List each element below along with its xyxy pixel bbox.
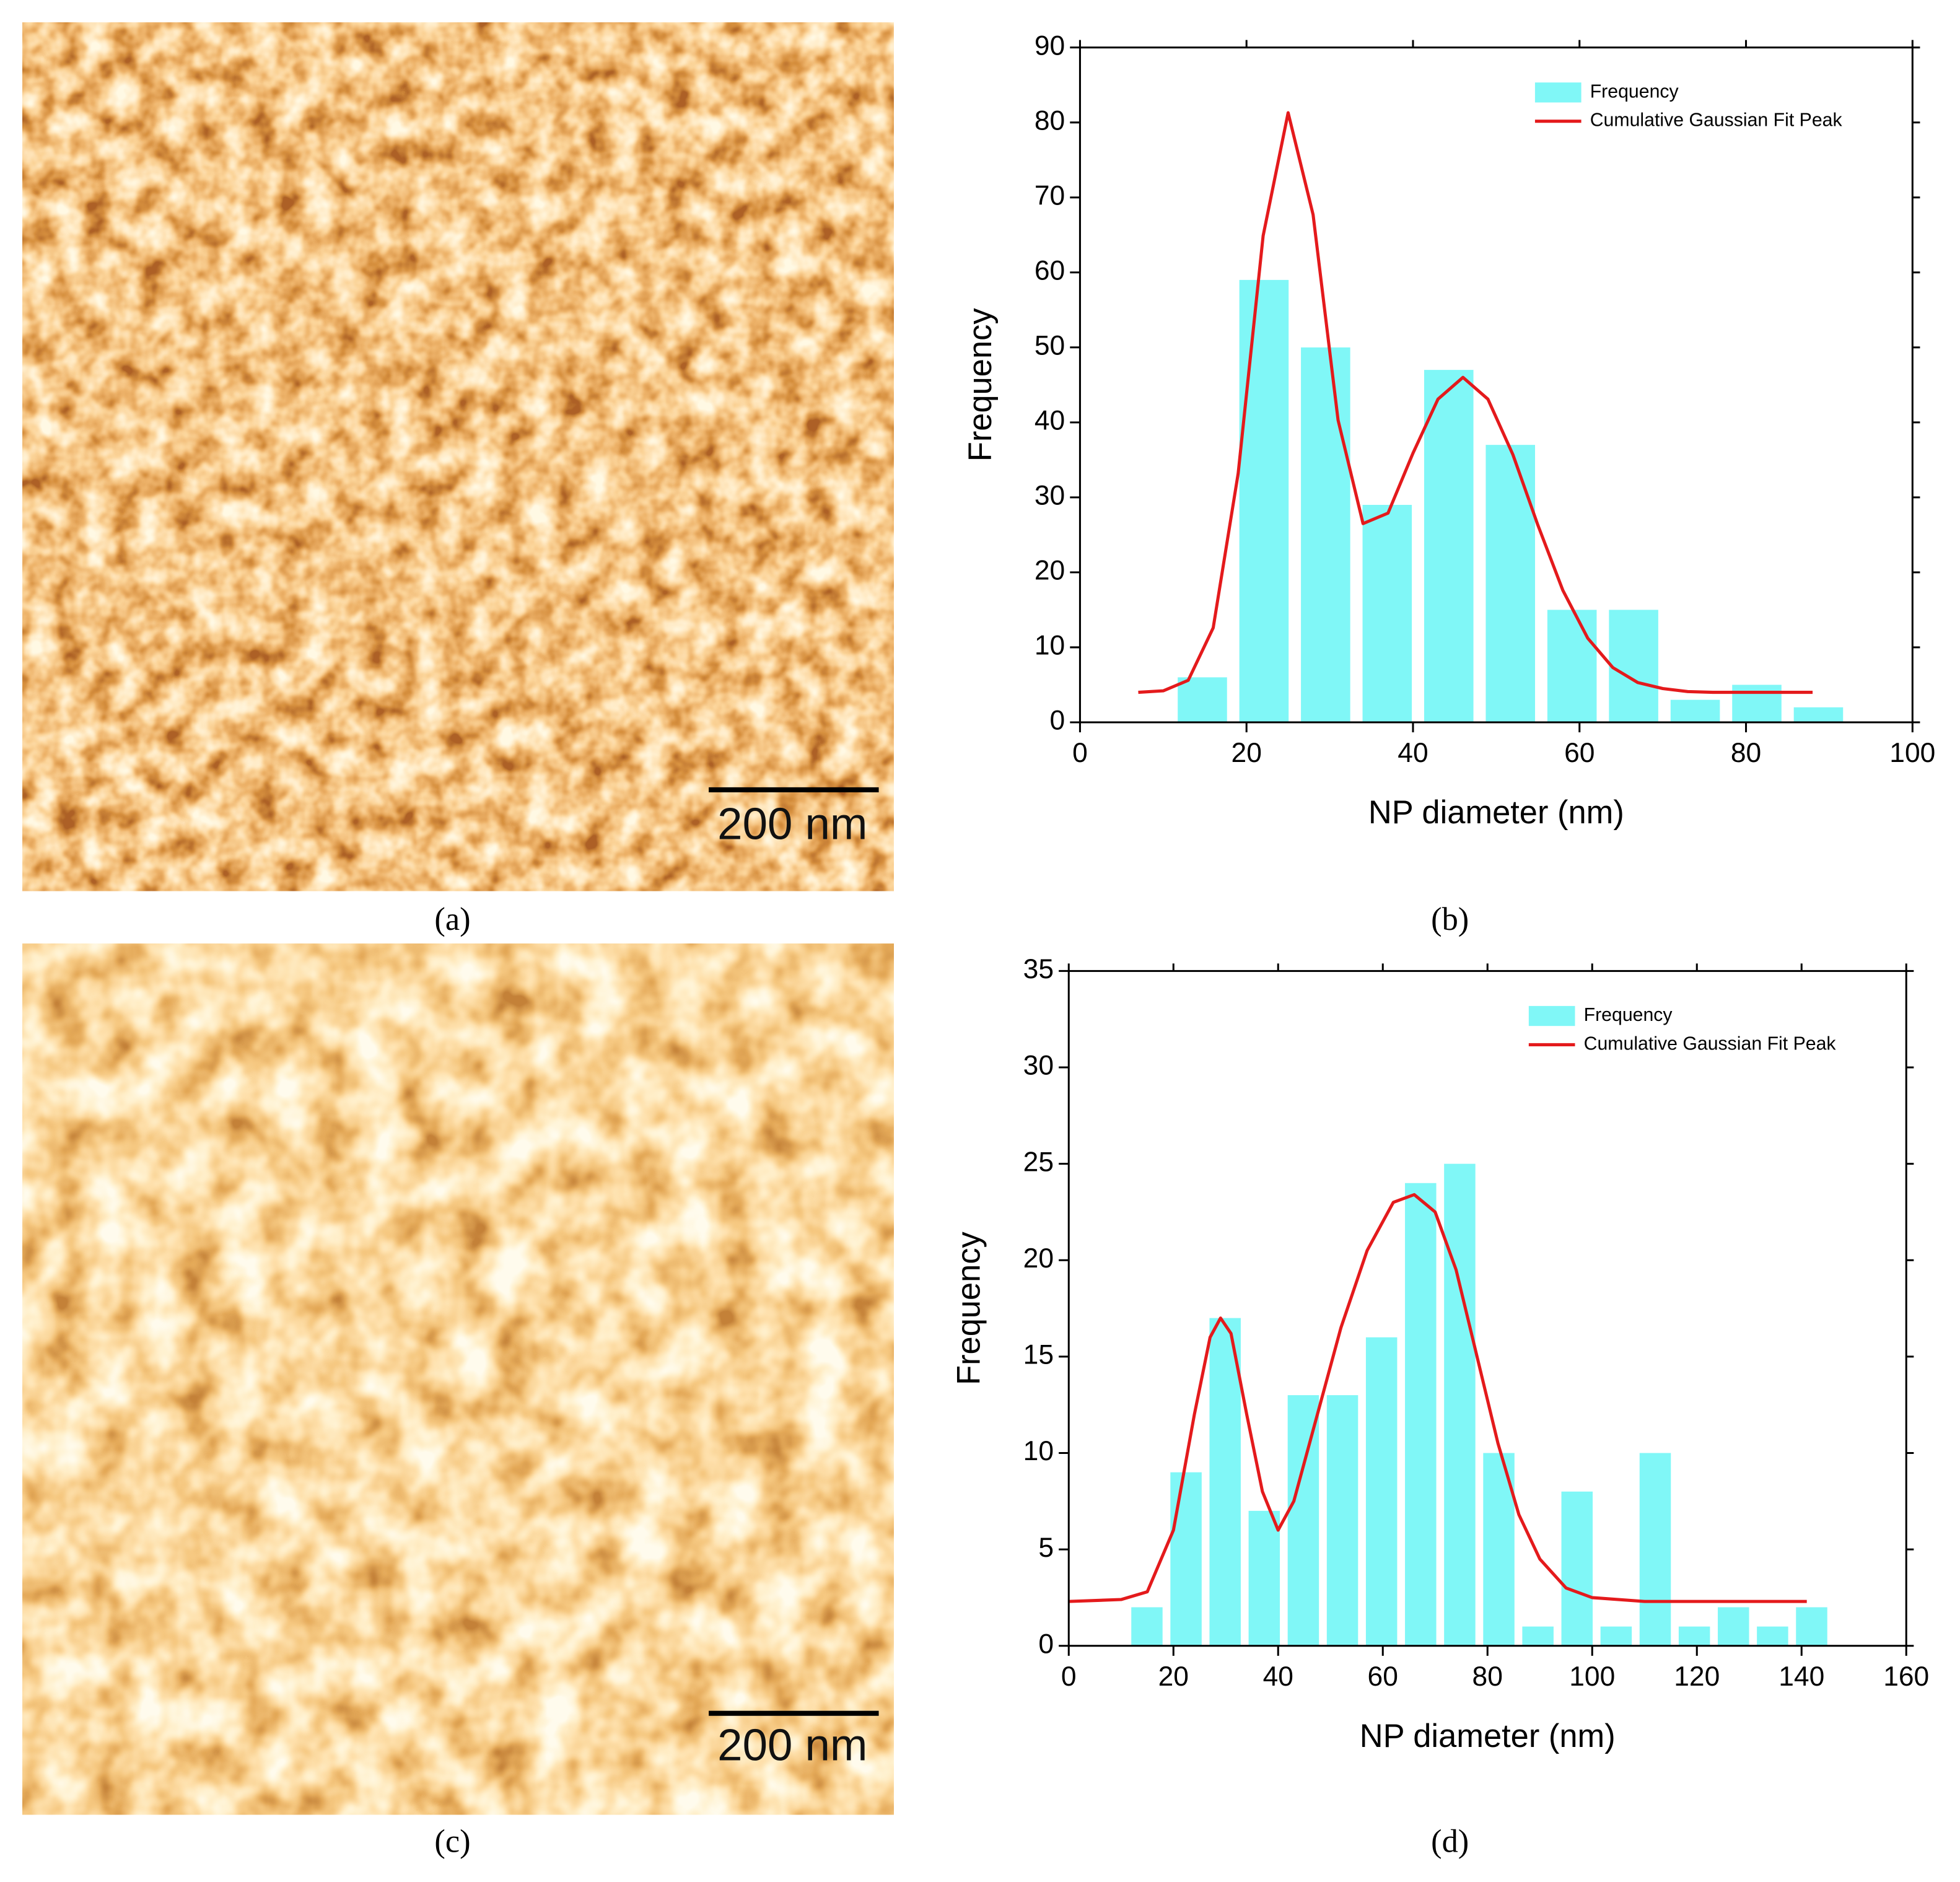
bar xyxy=(1209,1318,1241,1646)
y-tick-label: 80 xyxy=(1035,105,1065,136)
y-tick-label: 70 xyxy=(1035,180,1065,211)
scale-bar-label: 200 nm xyxy=(717,799,867,849)
x-tick-label: 20 xyxy=(1232,738,1262,768)
bar xyxy=(1547,610,1597,722)
bar xyxy=(1793,707,1844,722)
bar xyxy=(1522,1626,1554,1646)
bar xyxy=(1670,699,1720,722)
y-tick-label: 20 xyxy=(1035,556,1065,586)
y-tick-label: 30 xyxy=(1023,1051,1054,1081)
bar xyxy=(1362,504,1412,722)
bar xyxy=(1732,685,1782,722)
caption: (a) xyxy=(434,901,470,937)
bar xyxy=(1131,1607,1163,1646)
x-tick-label: 160 xyxy=(1883,1661,1929,1692)
x-tick-label: 40 xyxy=(1263,1661,1293,1692)
x-tick-label: 0 xyxy=(1061,1661,1077,1692)
legend-label: Frequency xyxy=(1584,1005,1673,1025)
bar xyxy=(1178,677,1227,722)
fit-line xyxy=(1138,111,1813,694)
y-tick-label: 5 xyxy=(1038,1533,1054,1563)
bar xyxy=(1485,445,1536,722)
legend-swatch xyxy=(1528,1005,1575,1026)
bar xyxy=(1609,610,1658,722)
x-axis-label: NP diameter (nm) xyxy=(1360,1718,1616,1754)
y-tick-label: 0 xyxy=(1038,1629,1054,1659)
y-tick-label: 10 xyxy=(1023,1436,1054,1466)
y-tick-label: 10 xyxy=(1035,631,1065,661)
caption: (c) xyxy=(434,1824,470,1860)
legend-label: Cumulative Gaussian Fit Peak xyxy=(1590,110,1843,131)
bar xyxy=(1287,1395,1319,1646)
y-tick-label: 0 xyxy=(1050,706,1065,736)
bar xyxy=(1639,1453,1671,1646)
y-axis-label: Frequency xyxy=(963,308,999,462)
y-tick-label: 90 xyxy=(1035,30,1065,61)
x-tick-label: 100 xyxy=(1889,738,1935,768)
bar xyxy=(1561,1491,1593,1646)
x-tick-label: 100 xyxy=(1569,1661,1615,1692)
y-tick-label: 35 xyxy=(1023,954,1054,984)
fit-line xyxy=(1069,1193,1807,1603)
bar xyxy=(1796,1607,1827,1646)
x-tick-label: 140 xyxy=(1778,1661,1824,1692)
scale-bar-label: 200 nm xyxy=(717,1720,867,1770)
bar xyxy=(1248,1510,1280,1646)
x-tick-label: 60 xyxy=(1564,738,1595,768)
bar xyxy=(1365,1337,1398,1646)
bar xyxy=(1405,1183,1437,1646)
x-tick-label: 60 xyxy=(1368,1661,1398,1692)
bar xyxy=(1239,279,1289,722)
y-tick-label: 60 xyxy=(1035,255,1065,286)
afm-image xyxy=(22,22,894,891)
caption: (b) xyxy=(1431,901,1469,937)
x-tick-label: 120 xyxy=(1674,1661,1720,1692)
bar xyxy=(1326,1395,1358,1646)
y-tick-label: 20 xyxy=(1023,1243,1054,1274)
x-tick-label: 80 xyxy=(1731,738,1761,768)
bar xyxy=(1424,370,1474,722)
bar xyxy=(1170,1472,1202,1646)
y-tick-label: 15 xyxy=(1023,1340,1054,1370)
afm-image xyxy=(22,943,894,1815)
y-tick-label: 50 xyxy=(1035,331,1065,361)
y-tick-label: 25 xyxy=(1023,1147,1054,1177)
x-tick-label: 80 xyxy=(1472,1661,1503,1692)
bar xyxy=(1444,1163,1476,1646)
legend-label: Cumulative Gaussian Fit Peak xyxy=(1584,1033,1837,1054)
caption: (d) xyxy=(1431,1824,1469,1860)
bar xyxy=(1718,1607,1749,1646)
bar xyxy=(1678,1626,1710,1646)
plot-frame xyxy=(1078,46,1914,724)
legend-swatch xyxy=(1534,82,1582,103)
y-tick-label: 30 xyxy=(1035,481,1065,511)
y-axis-label: Frequency xyxy=(952,1231,987,1385)
bar xyxy=(1301,347,1350,722)
y-tick-label: 40 xyxy=(1035,406,1065,436)
x-tick-label: 40 xyxy=(1398,738,1428,768)
bar xyxy=(1600,1626,1632,1646)
x-axis-label: NP diameter (nm) xyxy=(1368,795,1624,831)
bar xyxy=(1757,1626,1788,1646)
x-tick-label: 0 xyxy=(1072,738,1088,768)
legend-label: Frequency xyxy=(1590,81,1679,102)
x-tick-label: 20 xyxy=(1158,1661,1189,1692)
